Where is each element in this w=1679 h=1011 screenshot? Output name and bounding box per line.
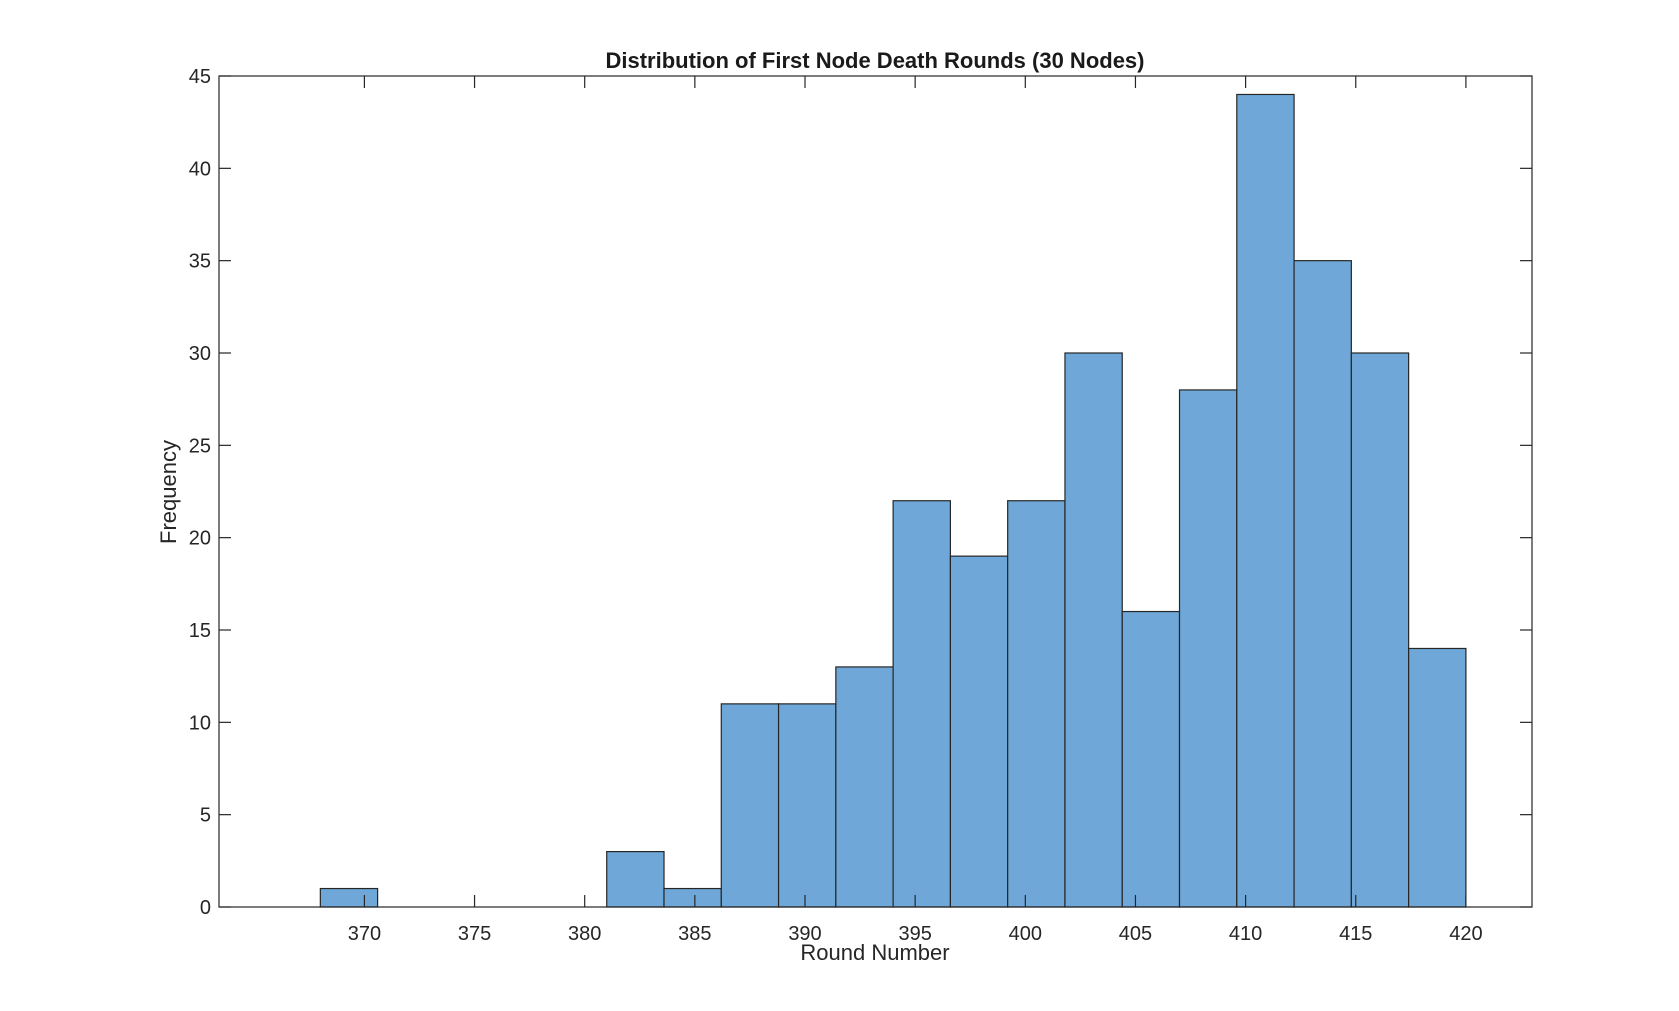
y-tick-label: 25 — [189, 435, 211, 457]
x-tick-label: 390 — [788, 923, 821, 945]
histogram-bar — [1236, 93, 1295, 908]
x-tick-label: 370 — [348, 923, 381, 945]
bars-group — [319, 93, 1467, 908]
x-tick-label: 385 — [678, 923, 711, 945]
x-axis-label: Round Number — [800, 940, 949, 965]
y-axis-ticks: 0 5 10 15 20 25 30 35 40 45 — [189, 66, 1532, 919]
histogram-bar — [1121, 610, 1181, 908]
x-axis-ticks: 370 375 380 385 390 395 400 405 410 415 420 — [348, 76, 1483, 945]
y-tick-label: 15 — [189, 620, 211, 642]
x-tick-label: 395 — [898, 923, 931, 945]
y-tick-label: 5 — [200, 805, 211, 827]
x-tick-label: 415 — [1339, 923, 1372, 945]
histogram-bar — [1293, 260, 1352, 908]
histogram-bar — [1350, 352, 1410, 908]
plot-frame — [218, 75, 1533, 908]
x-tick-label: 405 — [1119, 923, 1152, 945]
y-tick-label: 45 — [189, 66, 211, 88]
x-tick-label: 410 — [1229, 923, 1262, 945]
histogram-bar — [777, 703, 837, 908]
chart-title: Distribution of First Node Death Rounds … — [605, 48, 1144, 73]
histogram-bar — [1064, 352, 1123, 908]
x-tick-label: 380 — [568, 923, 601, 945]
histogram-bar — [949, 555, 1009, 908]
y-tick-label: 30 — [189, 343, 211, 365]
y-tick-label: 20 — [189, 528, 211, 550]
y-axis-label: Frequency — [156, 440, 181, 544]
x-tick-label: 375 — [458, 923, 491, 945]
histogram-bar — [835, 666, 894, 908]
histogram-bar — [663, 887, 722, 908]
y-tick-label: 0 — [200, 897, 211, 919]
y-tick-label: 40 — [189, 158, 211, 180]
histogram-bar — [1408, 647, 1467, 908]
histogram-bar — [720, 703, 780, 908]
y-tick-label: 10 — [189, 712, 211, 734]
x-tick-label: 420 — [1449, 923, 1482, 945]
histogram-bar — [1007, 500, 1066, 908]
y-tick-label: 35 — [189, 251, 211, 273]
histogram-bar — [892, 500, 952, 908]
histogram-bar — [606, 850, 665, 908]
histogram-bar — [319, 887, 379, 908]
x-tick-label: 400 — [1009, 923, 1042, 945]
histogram-bar — [1178, 389, 1238, 908]
